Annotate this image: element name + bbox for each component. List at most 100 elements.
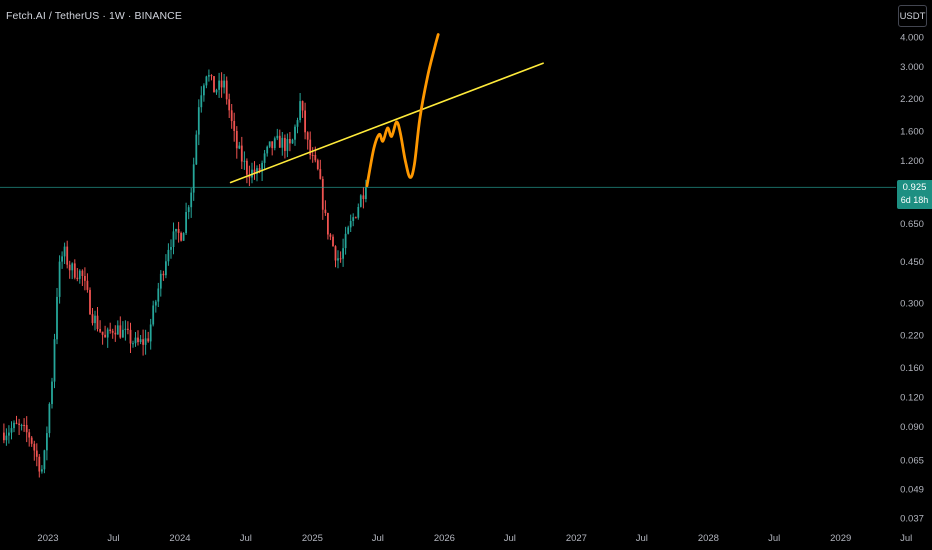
current-price-label: 0.925 — [902, 182, 927, 193]
candle-down — [3, 432, 5, 441]
candle-down — [314, 155, 317, 161]
candle-up — [187, 207, 190, 212]
candle-up — [185, 212, 187, 234]
y-tick-label: 0.300 — [900, 299, 924, 310]
candle-up — [359, 195, 362, 207]
candle-down — [316, 160, 319, 170]
candle-up — [157, 288, 160, 302]
candle-up — [192, 164, 195, 193]
candle-down — [109, 329, 112, 331]
candle-down — [23, 425, 25, 426]
candle-down — [162, 273, 165, 276]
candle-down — [104, 334, 106, 338]
candle-down — [304, 110, 306, 133]
candle-up — [200, 95, 203, 108]
candle-down — [258, 168, 261, 172]
candle-down — [354, 217, 357, 219]
candle-up — [48, 404, 51, 434]
candle-up — [294, 126, 296, 140]
candle-down — [230, 110, 233, 121]
candle-down — [35, 450, 38, 457]
candle-down — [228, 99, 231, 111]
candle-down — [30, 437, 33, 444]
candle-down — [66, 246, 69, 265]
candle-up — [58, 261, 61, 297]
x-tick-label: Jul — [504, 533, 516, 544]
candle-up — [94, 315, 96, 324]
candle-down — [33, 443, 36, 451]
candle-up — [205, 76, 208, 86]
y-tick-label: 0.049 — [900, 485, 924, 496]
candle-down — [119, 325, 122, 338]
candle-up — [144, 338, 147, 345]
currency-unit-button[interactable]: USDT — [898, 5, 927, 27]
x-tick-label: 2028 — [698, 533, 719, 544]
candle-up — [238, 145, 241, 149]
candle-up — [365, 187, 367, 199]
projection-path — [365, 33, 440, 188]
candle-down — [180, 232, 182, 241]
candle-down — [321, 179, 324, 210]
candle-down — [334, 246, 337, 261]
candle-up — [286, 139, 289, 151]
y-tick-label: 0.450 — [900, 257, 924, 268]
candle-up — [296, 120, 299, 127]
x-tick-label: 2029 — [830, 533, 851, 544]
x-tick-label: 2027 — [566, 533, 587, 544]
candle-up — [182, 233, 185, 241]
y-tick-label: 0.065 — [900, 456, 924, 467]
candle-up — [149, 324, 152, 342]
candle-down — [327, 213, 329, 235]
candle-up — [190, 192, 193, 208]
candle-down — [137, 337, 139, 343]
candle-down — [210, 75, 213, 77]
candle-down — [309, 139, 312, 155]
candle-up — [281, 137, 284, 148]
y-tick-label: 4.000 — [900, 33, 924, 44]
candle-down — [89, 289, 91, 315]
candle-down — [311, 155, 314, 156]
candle-up — [124, 328, 127, 330]
candle-up — [51, 381, 53, 404]
candle-up — [5, 435, 8, 441]
resistance-trendline — [229, 62, 544, 184]
candle-down — [15, 422, 18, 424]
candle-down — [253, 169, 256, 174]
candle-down — [68, 264, 71, 271]
candle-up — [263, 153, 266, 163]
candle-up — [139, 339, 142, 342]
x-tick-label: 2026 — [434, 533, 455, 544]
candle-down — [76, 277, 79, 279]
candle-down — [306, 132, 309, 140]
x-tick-label: 2023 — [37, 533, 58, 544]
candle-down — [129, 329, 132, 344]
candle-up — [122, 329, 124, 338]
x-tick-label: Jul — [768, 533, 780, 544]
candle-down — [225, 80, 228, 100]
candle-down — [278, 135, 281, 148]
candle-down — [332, 236, 334, 247]
candle-down — [142, 339, 144, 345]
y-tick-label: 0.037 — [900, 514, 924, 525]
candle-down — [147, 338, 150, 342]
candle-up — [256, 168, 258, 174]
x-tick-label: Jul — [636, 533, 648, 544]
candle-up — [154, 301, 157, 306]
candle-up — [357, 207, 360, 218]
candle-down — [271, 141, 274, 149]
candle-up — [152, 305, 155, 325]
candle-down — [18, 423, 20, 425]
candle-up — [20, 425, 23, 426]
y-tick-label: 3.000 — [900, 62, 924, 73]
candle-up — [349, 221, 352, 228]
candle-down — [81, 270, 84, 276]
candle-up — [299, 101, 301, 121]
candle-down — [246, 160, 248, 175]
candle-up — [218, 80, 220, 90]
candle-down — [301, 101, 304, 111]
y-tick-label: 0.120 — [900, 393, 924, 404]
candle-up — [337, 258, 339, 261]
candle-up — [71, 263, 74, 271]
